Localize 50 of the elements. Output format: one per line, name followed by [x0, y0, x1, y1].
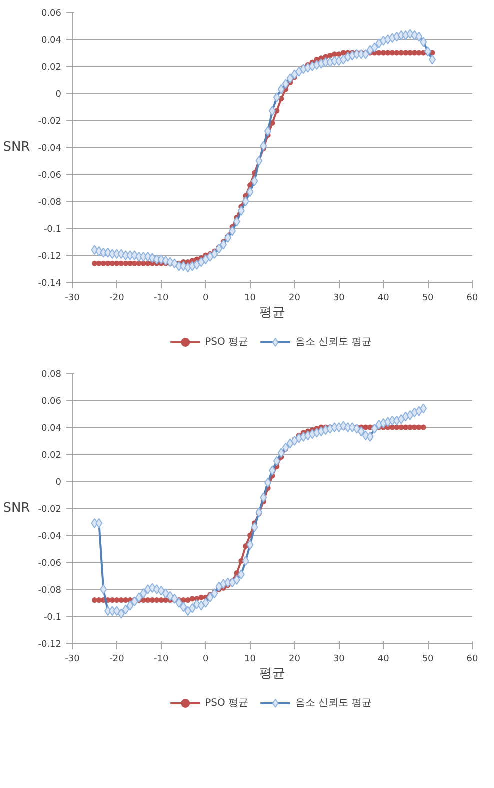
x-tick-label: 0: [202, 654, 209, 664]
legend-label: 음소 신뢰도 평균: [296, 697, 372, 710]
x-tick-label: 40: [378, 294, 390, 304]
y-tick-label: -0.1: [44, 613, 62, 623]
y-tick-label: 0: [56, 90, 62, 100]
x-tick-label: 10: [244, 294, 256, 304]
x-tick-label: 60: [466, 294, 478, 304]
x-tick-label: -30: [65, 654, 80, 664]
y-tick-label: 0.04: [41, 424, 62, 434]
x-tick-label: 30: [333, 654, 346, 664]
x-axis-title: 평균: [260, 306, 286, 320]
x-tick-label: 10: [244, 654, 256, 664]
x-tick-label: 50: [422, 294, 434, 304]
x-axis-title: 평균: [260, 666, 286, 682]
x-tick-label: 50: [422, 654, 434, 664]
y-axis-title: SNR: [3, 501, 30, 516]
y-tick-label: -0.02: [38, 117, 62, 127]
y-tick-label: 0.06: [41, 9, 62, 19]
y-tick-label: -0.04: [38, 144, 62, 154]
y-tick-label: 0.02: [41, 63, 62, 73]
legend-label: PSO 평균: [205, 336, 249, 349]
legend-label: PSO 평균: [205, 697, 249, 710]
y-tick-label: -0.06: [38, 171, 62, 181]
x-tick-label: 40: [378, 654, 390, 664]
y-tick-label: -0.04: [38, 532, 62, 542]
y-axis-title: SNR: [3, 140, 30, 155]
y-tick-label: 0.04: [41, 36, 62, 46]
y-tick-label: -0.1: [44, 225, 62, 235]
y-tick-label: -0.12: [38, 640, 62, 650]
x-tick-label: 30: [333, 294, 346, 304]
y-tick-label: -0.08: [38, 586, 62, 596]
y-tick-label: 0.06: [41, 397, 62, 407]
x-tick-label: -10: [154, 294, 170, 304]
x-tick-label: -30: [65, 294, 80, 304]
y-tick-label: -0.02: [38, 505, 62, 515]
y-tick-label: -0.08: [38, 198, 62, 208]
x-tick-label: 20: [288, 654, 301, 664]
x-tick-label: 20: [288, 294, 301, 304]
y-tick-label: -0.06: [38, 559, 62, 569]
y-tick-label: -0.12: [38, 252, 62, 262]
x-tick-label: -20: [110, 294, 125, 304]
y-tick-label: -0.14: [38, 279, 62, 289]
legend-label: 음소 신뢰도 평균: [296, 336, 372, 349]
x-tick-label: 0: [202, 294, 209, 304]
x-tick-label: -10: [154, 654, 170, 664]
y-tick-label: 0.02: [41, 451, 62, 461]
x-tick-label: -20: [110, 654, 125, 664]
y-tick-label: 0: [56, 478, 62, 488]
x-tick-label: 60: [466, 654, 478, 664]
y-tick-label: 0.08: [41, 370, 62, 380]
